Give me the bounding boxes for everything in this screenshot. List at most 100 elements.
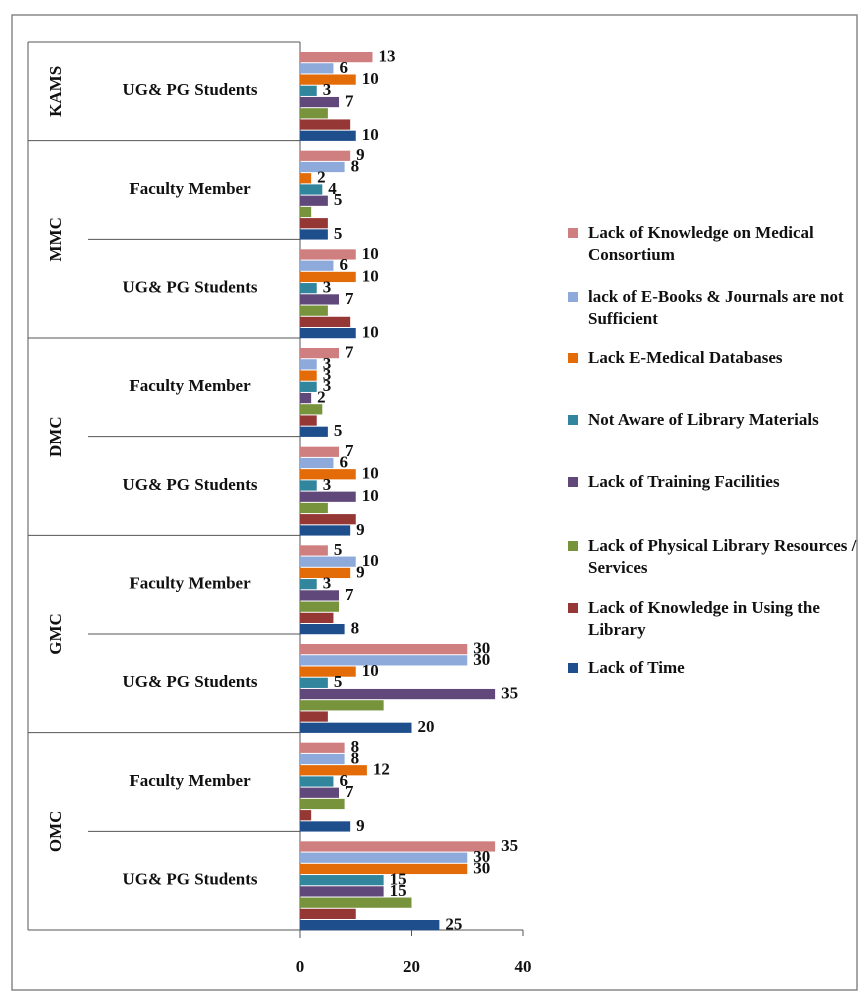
bar	[300, 249, 356, 260]
category-label: Faculty Member	[129, 179, 251, 198]
category-label: UG& PG Students	[122, 278, 257, 297]
value-label: 8	[351, 619, 360, 638]
value-label: 12	[373, 760, 390, 779]
value-label: 3	[323, 278, 332, 297]
value-label: 10	[362, 551, 379, 570]
value-label: 15	[390, 870, 407, 889]
value-label: 3	[323, 80, 332, 99]
bar	[300, 218, 328, 229]
value-label: 9	[356, 816, 365, 835]
bar	[300, 810, 312, 821]
group-label: MMC	[46, 217, 65, 261]
legend-label: lack of E-Books & Journals are not Suffi…	[588, 287, 844, 328]
bar	[300, 897, 412, 908]
bar	[300, 415, 317, 426]
bar	[300, 491, 356, 502]
value-label: 5	[334, 540, 343, 559]
legend-swatch	[568, 292, 578, 302]
bar	[300, 612, 334, 623]
bar	[300, 525, 351, 536]
bar	[300, 119, 351, 130]
bar	[300, 711, 328, 722]
bar	[300, 294, 340, 305]
legend-label: Lack of Knowledge on Medical Consortium	[588, 223, 814, 264]
bar	[300, 130, 356, 141]
bar	[300, 184, 323, 195]
value-label: 3	[323, 475, 332, 494]
value-label: 6	[339, 452, 348, 471]
category-label: Faculty Member	[129, 771, 251, 790]
bar	[300, 722, 412, 733]
group-label: KAMS	[46, 66, 65, 117]
bar	[300, 798, 345, 810]
legend-swatch	[568, 603, 578, 613]
value-label: 9	[356, 562, 365, 581]
group-label: GMC	[46, 613, 65, 655]
value-label: 8	[351, 156, 360, 175]
bar	[300, 624, 345, 635]
bar	[300, 457, 334, 469]
value-label: 13	[378, 47, 395, 66]
bar	[300, 677, 328, 688]
bar	[300, 514, 356, 525]
bar	[300, 359, 317, 370]
bar	[300, 305, 328, 316]
value-label: 3	[323, 365, 332, 384]
value-label: 10	[362, 486, 379, 505]
bar	[300, 195, 328, 206]
value-label: 10	[362, 266, 379, 285]
category-label: UG& PG Students	[122, 672, 257, 691]
value-label: 15	[390, 881, 407, 900]
legend-swatch	[568, 663, 578, 673]
value-label: 35	[501, 836, 518, 855]
bar	[300, 644, 468, 655]
bar	[300, 381, 317, 392]
value-label: 7	[345, 782, 354, 801]
value-label: 9	[356, 520, 365, 539]
bar	[300, 567, 351, 579]
value-label: 5	[334, 672, 343, 691]
legend-item: Lack of Knowledge on Medical Consortium	[568, 222, 858, 266]
legend-item: lack of E-Books & Journals are not Suffi…	[568, 286, 858, 330]
value-label: 10	[362, 125, 379, 144]
value-label: 5	[334, 421, 343, 440]
bar	[300, 688, 496, 700]
value-label: 4	[328, 179, 337, 198]
value-label: 10	[362, 69, 379, 88]
bar	[300, 85, 317, 96]
group-label: DMC	[46, 416, 65, 457]
bar	[300, 206, 312, 218]
category-label: UG& PG Students	[122, 80, 257, 99]
bar	[300, 392, 312, 404]
legend-label: Lack of Training Facilities	[588, 472, 780, 491]
legend-swatch	[568, 541, 578, 551]
category-label: UG& PG Students	[122, 870, 257, 889]
value-label: 8	[351, 748, 360, 767]
value-label: 7	[345, 91, 354, 110]
bar	[300, 480, 317, 491]
bar	[300, 601, 340, 612]
value-label: 6	[339, 58, 348, 77]
x-tick-label: 0	[296, 957, 305, 976]
bar	[300, 765, 367, 776]
value-label: 6	[339, 771, 348, 790]
bar	[300, 579, 317, 590]
bar	[300, 666, 356, 677]
legend-item: Lack of Training Facilities	[568, 471, 858, 493]
value-label: 7	[345, 441, 354, 460]
category-label: Faculty Member	[129, 376, 251, 395]
bar	[300, 545, 328, 556]
legend-swatch	[568, 228, 578, 238]
value-label: 3	[323, 574, 332, 593]
value-label: 6	[339, 255, 348, 274]
legend-swatch	[568, 477, 578, 487]
value-label: 3	[323, 354, 332, 373]
legend-item: Lack E-Medical Databases	[568, 347, 858, 369]
bar	[300, 590, 340, 601]
bar	[300, 108, 328, 119]
legend-item: Lack of Time	[568, 657, 858, 679]
bar	[300, 96, 340, 108]
bar	[300, 271, 356, 283]
legend-label: Not Aware of Library Materials	[588, 410, 819, 429]
